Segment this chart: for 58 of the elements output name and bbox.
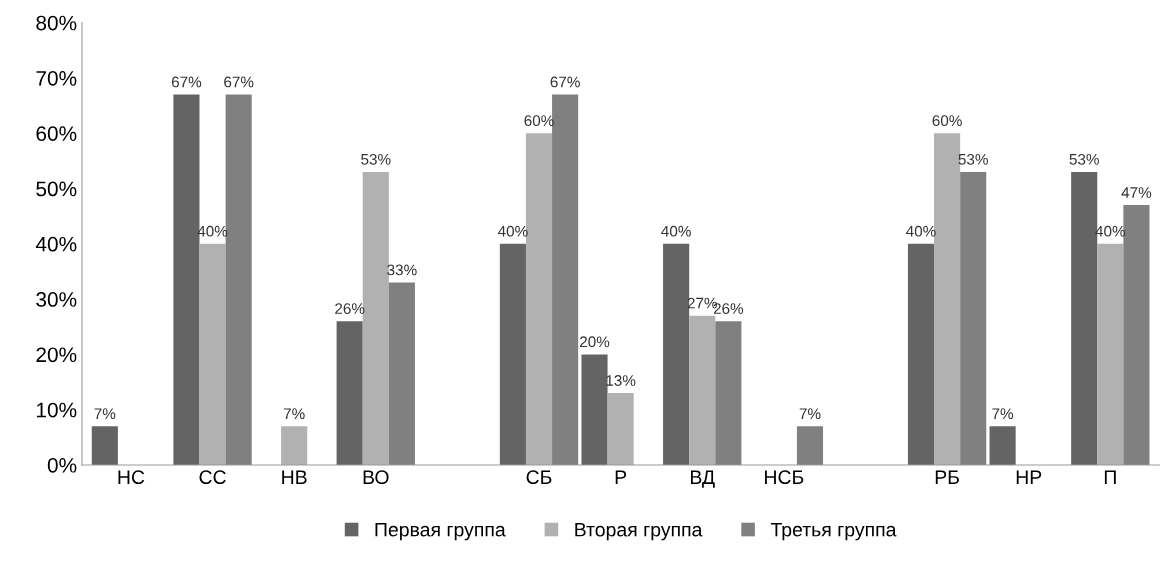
bar [715,321,742,465]
data-label: 67% [224,76,254,88]
x-tick-label: НС [118,470,145,485]
data-label: 33% [387,264,417,276]
y-tick-label: 30% [36,292,77,307]
x-tick-label: РБ [935,470,959,484]
data-label: 53% [1069,153,1099,165]
x-tick-label: НСБ [765,470,804,485]
y-tick-label: 0% [47,457,77,473]
legend-label: Первая группа [375,522,506,541]
bar [199,243,226,465]
bar [581,354,608,465]
data-label: 47% [1121,187,1152,198]
data-label: 7% [94,408,116,419]
data-label: 7% [992,408,1014,419]
y-tick-label: 40% [35,236,77,252]
bar [796,426,824,465]
data-label: 53% [361,153,391,165]
x-tick-label: П [1104,470,1116,484]
bar [907,243,935,465]
x-tick-label: ВО [363,470,389,485]
bar [1097,243,1124,465]
x-tick-label: НР [1016,470,1042,484]
x-tick-label: ВД [690,470,715,488]
bar [1123,205,1150,465]
x-tick-label: СС [199,470,226,485]
y-tick-label: 70% [36,70,77,86]
x-tick-label: Р [615,470,627,484]
legend-label: Вторая группа [575,522,703,541]
data-label: 40% [497,225,528,237]
data-label: 53% [958,153,988,165]
y-tick-label: 20% [36,347,77,363]
y-tick-label: 80% [36,15,77,31]
bar [989,426,1016,465]
data-label: 26% [335,303,365,315]
bar [552,94,579,465]
bar [91,426,118,465]
data-label: 67% [171,76,202,88]
y-tick-label: 10% [37,402,77,418]
bar [689,315,716,465]
data-label: 7% [283,408,305,419]
data-label: 20% [579,336,610,348]
bar [336,321,363,465]
data-label: 67% [550,76,580,88]
y-tick-label: 60% [36,126,77,141]
data-label: 7% [799,408,821,419]
bar [960,171,987,465]
bar [607,393,634,465]
x-tick-label: НВ [282,470,307,484]
x-tick-label: СБ [526,470,552,485]
data-label: 40% [661,225,691,237]
bar [281,426,308,465]
bar [388,282,415,465]
bar [499,243,526,465]
y-tick-label: 50% [36,181,77,197]
legend-label: Третья группа [770,522,897,541]
data-label: 60% [932,115,962,127]
data-label: 40% [906,225,936,237]
